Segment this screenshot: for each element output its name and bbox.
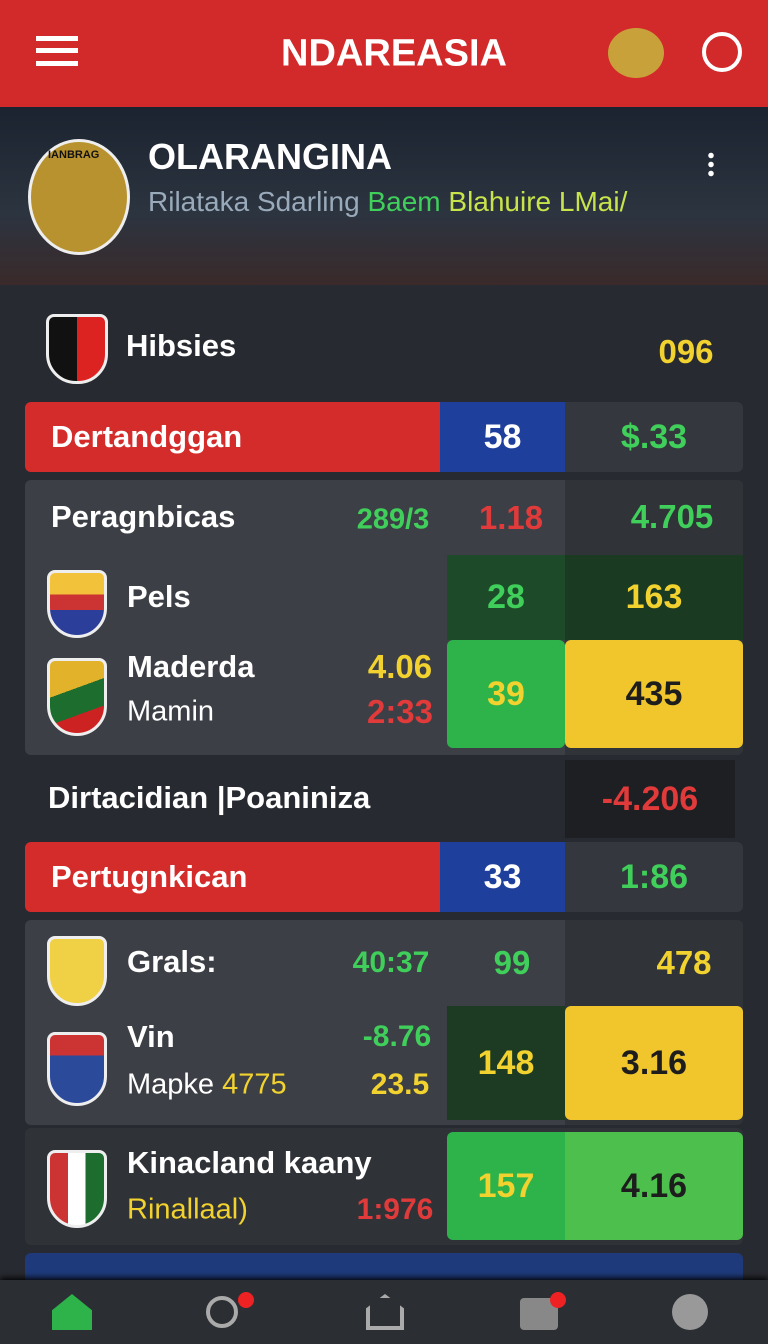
team-name: Grals: [127,944,217,979]
odds-cell[interactable]: 163 [565,555,743,640]
team-name: Vin [127,1019,175,1054]
team-sub: Mapke [127,1068,215,1101]
odds-cell[interactable]: 148 [447,1006,565,1120]
notification-dot [238,1292,254,1308]
team-crest [47,658,107,736]
team-crest [47,936,107,1006]
nav-stats[interactable] [672,1294,708,1330]
team-name: Maderda [127,649,255,684]
market-odds: 1:86 [619,857,689,896]
odds: 1:976 [356,1193,434,1226]
match-card: Kinacland kaany Rinallaal) 1:976 157 4.1… [25,1128,743,1245]
team-crest [47,570,107,638]
odds: 163 [625,578,683,616]
row-label: Peragnbicas [51,499,236,534]
market-bar: Pertugnkican 33 1:86 [25,842,743,912]
notification-dot [550,1292,566,1308]
odds: 3.16 [620,1043,688,1082]
team-crest [47,1032,107,1106]
odds-cell[interactable]: 4.16 [565,1132,743,1240]
team-sub: Mapke 4775 [127,1069,287,1102]
odds: 1.18 [478,499,544,536]
odds: 4.06 [367,648,433,685]
crest-label: IANBRAG [48,149,100,161]
market-label-cell[interactable]: Dertandggan [25,402,440,472]
market-label: Dertandggan [51,419,243,454]
odds: 435 [625,674,683,713]
subtitle-part: Rilataka Sdarling [148,186,360,217]
nav-stadium[interactable] [366,1294,404,1330]
team-name: Pels [127,579,191,614]
nav-calls[interactable] [206,1296,238,1328]
odds: 23.5 [370,1068,430,1101]
odds-cell[interactable]: -4.206 [565,760,735,838]
odds-cell[interactable]: 3.16 [565,1006,743,1120]
odds: 39 [487,674,525,713]
search-button[interactable] [702,32,742,72]
odds: 148 [477,1043,535,1082]
banner-subtitle: Rilataka Sdarling Baem Blahuire LMai/ [148,186,627,218]
team-crest [46,314,108,384]
subtitle-part: Blahuire LMai/ [448,186,628,217]
odds: 289/3 [356,503,430,536]
menu-button[interactable] [36,36,78,66]
team-name: Kinacland kaany [127,1145,372,1180]
banner: IANBRAG OLARANGINA Rilataka Sdarling Bae… [0,107,768,285]
market-odds-cell[interactable]: $.33 [565,402,743,472]
odds: 99 [493,944,531,981]
odds-cell[interactable]: 39 [447,640,565,748]
team-sub: Rinallaal) [127,1193,248,1226]
market-odds-cell[interactable]: 1:86 [565,842,743,912]
odds: 4.16 [620,1166,688,1205]
market-value-cell[interactable]: 33 [440,842,565,912]
banner-title: OLARANGINA [148,136,392,177]
odds: 478 [656,944,712,981]
odds: 157 [477,1166,535,1205]
market-label-cell[interactable]: Pertugnkican [25,842,440,912]
match-card: Peragnbicas 289/3 1.18 4.705 Pels 28 163… [25,480,743,755]
market-value: 58 [483,417,522,456]
logo [608,28,664,78]
odds: -8.76 [362,1020,432,1053]
odds-cell[interactable]: 157 [447,1132,565,1240]
team-extra: 4775 [222,1068,287,1101]
more-button[interactable] [708,151,714,177]
top-bar: NDAREASIA [0,0,768,107]
section-label: Dirtacidian |Poaniniza [48,780,371,815]
odds: 28 [487,578,525,616]
subtitle-part: Baem [367,186,441,217]
match-card: Grals: 40:37 99 478 Vin Mapke 4775 -8.76… [25,920,743,1125]
odds-cell[interactable]: 435 [565,640,743,748]
summary-label: Hibsies [126,328,237,363]
market-value-cell[interactable]: 58 [440,402,565,472]
bottom-nav [0,1280,768,1344]
market-bar: Dertandggan 58 $.33 [25,402,743,472]
app-title: NDAREASIA [281,32,507,75]
market-odds: $.33 [620,417,688,456]
team-crest [28,139,130,255]
market-value: 33 [483,857,522,896]
market-label: Pertugnkican [51,859,248,894]
team-sub: Mamin [127,695,215,728]
summary-value: 096 [658,333,714,370]
odds: -4.206 [601,779,699,818]
odds-cell[interactable]: 28 [447,555,565,640]
odds: 40:37 [352,946,430,979]
nav-home[interactable] [52,1294,92,1330]
odds: 2:33 [366,693,434,730]
odds: 4.705 [630,498,714,535]
team-crest [47,1150,107,1228]
